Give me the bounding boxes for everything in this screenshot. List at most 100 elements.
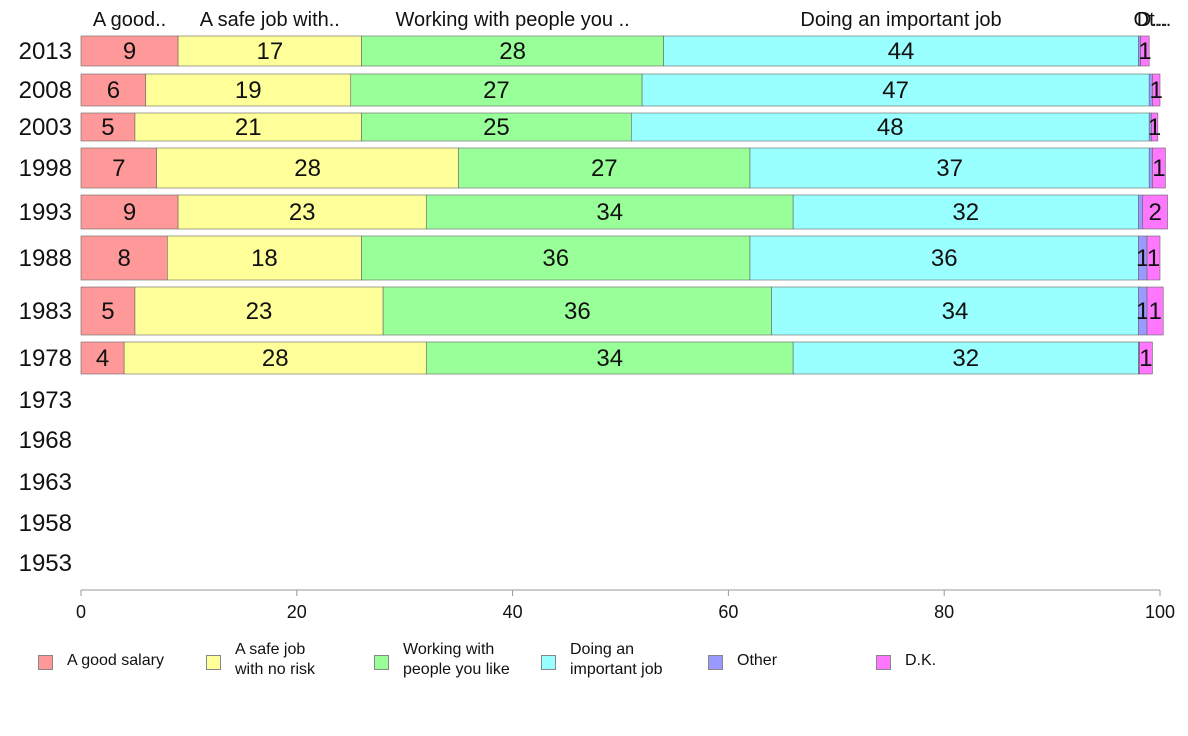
y-tick-label: 1973 [19,387,72,414]
bar-segment [350,73,643,107]
bar-segment [749,147,1150,189]
x-tick-label: 40 [503,602,523,622]
data-label: 5 [101,114,114,141]
y-tick-label: 2008 [19,77,72,104]
data-label: 1 [1148,114,1161,141]
data-label: 25 [483,114,510,141]
data-label: 7 [112,155,125,182]
bar-segment [1139,341,1153,375]
data-label: 1 [1136,245,1149,272]
data-label: 34 [596,345,623,372]
data-label: 2 [1148,199,1161,226]
data-label: 27 [483,77,510,104]
data-label: 36 [542,245,569,272]
data-label: 1 [1139,345,1152,372]
bar-segment [80,235,168,281]
data-label: 4 [96,345,109,372]
data-label: 1 [1148,298,1161,325]
bar-segment [80,73,147,107]
legend-swatch [708,655,723,670]
legend-item: A safe job with no risk [206,640,315,680]
bar-segment [792,341,1139,375]
legend-swatch [541,655,556,670]
data-label: 44 [888,38,915,65]
legend: A good salary A safe job with no risk Work… [38,640,1158,690]
bar-segment [123,341,427,375]
bar-segment [80,286,136,336]
bar-segment [145,73,352,107]
bar-segment [749,235,1139,281]
data-label: 28 [262,345,289,372]
data-label: 36 [564,298,591,325]
data-label: 9 [123,38,136,65]
data-label: 23 [289,199,316,226]
category-header: Ot... [1134,9,1172,31]
data-label: 28 [499,38,526,65]
data-label: 19 [235,77,262,104]
bar-segment [1140,35,1150,67]
data-label: 32 [952,345,979,372]
data-label: 8 [117,245,130,272]
y-tick-label: 1988 [19,245,72,272]
bar-segment [80,147,157,189]
legend-item: A good salary [38,640,164,671]
bar-segment [792,194,1139,230]
data-label: 1 [1136,298,1149,325]
data-label: 23 [246,298,273,325]
bar-segment [458,147,751,189]
bar-segment [1152,73,1161,107]
category-header: D... [1137,9,1168,31]
bar-segment [382,286,772,336]
data-label: 9 [123,199,136,226]
legend-swatch [206,655,221,670]
legend-label: Other [737,652,778,669]
bar-segment [771,286,1139,336]
y-tick-label: 1983 [19,298,72,325]
bar-segment [80,194,179,230]
x-tick-label: 100 [1145,602,1175,622]
bar-segment [177,35,362,67]
y-tick-label: 1978 [19,345,72,372]
bar-segment [1142,194,1168,230]
legend-swatch [38,655,53,670]
category-header: A good.. [93,9,166,31]
bar-segment [1152,147,1166,189]
data-label: 18 [251,245,278,272]
legend-label: A safe job with no risk [235,641,316,678]
data-label: 6 [107,77,120,104]
data-label: 34 [596,199,623,226]
y-tick-label: 1958 [19,510,72,537]
category-headers: A good.. A safe job with.. Working with pe… [93,9,1171,31]
y-tick-label: 1968 [19,427,72,454]
x-tick-label: 80 [934,602,954,622]
y-tick-label: 1998 [19,155,72,182]
legend-label: A good salary [67,652,164,669]
bar-segment [1146,286,1164,336]
x-axis: 0 20 40 60 80 100 [76,589,1175,622]
y-tick-label: 1993 [19,199,72,226]
bar-segment [630,112,1150,142]
y-axis-labels: 2013 2008 2003 1998 1993 1988 1983 1978 1973 1968… [19,38,72,577]
data-label: 27 [591,155,618,182]
data-label: 28 [294,155,321,182]
x-tick-label: 60 [718,602,738,622]
legend-item: Working with people you like [374,640,510,680]
data-label: 17 [256,38,283,65]
y-tick-label: 2003 [19,114,72,141]
data-label: 1 [1152,155,1165,182]
x-tick-label: 20 [287,602,307,622]
data-label: 36 [931,245,958,272]
bar-segment [167,235,362,281]
legend-item: Other [708,640,777,671]
bar-segment [177,194,427,230]
data-label: 47 [882,77,909,104]
bar-segment [1138,194,1144,230]
data-label: 1 [1150,77,1163,104]
data-label: 5 [101,298,114,325]
legend-swatch [374,655,389,670]
bar-segment [425,341,794,375]
y-tick-label: 2013 [19,38,72,65]
category-header: Working with people you .. [395,9,629,31]
legend-item: D.K. [876,640,936,671]
